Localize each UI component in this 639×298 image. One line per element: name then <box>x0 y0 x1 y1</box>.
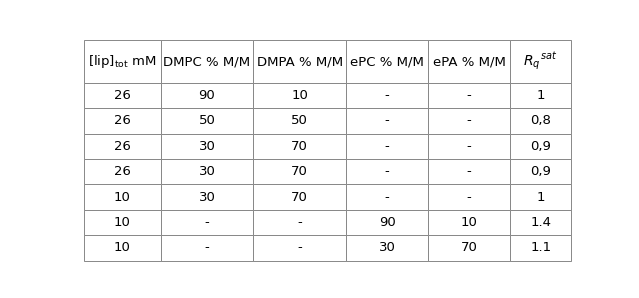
Bar <box>253 159 346 184</box>
Bar <box>510 184 571 210</box>
Bar <box>253 235 346 261</box>
Bar <box>160 235 253 261</box>
Bar <box>510 83 571 108</box>
Bar <box>84 40 160 83</box>
Bar <box>160 210 253 235</box>
Bar <box>160 83 253 108</box>
Text: 0,9: 0,9 <box>530 165 551 178</box>
Text: 30: 30 <box>199 165 215 178</box>
Bar <box>346 134 428 159</box>
Bar <box>253 108 346 134</box>
Bar <box>346 210 428 235</box>
Bar <box>510 210 571 235</box>
Text: 10: 10 <box>114 191 131 204</box>
Bar <box>346 159 428 184</box>
Bar <box>346 83 428 108</box>
Bar <box>428 184 510 210</box>
Text: -: - <box>467 114 472 127</box>
Text: 26: 26 <box>114 114 131 127</box>
Bar <box>84 108 160 134</box>
Bar <box>253 83 346 108</box>
Text: 90: 90 <box>379 216 396 229</box>
Bar <box>346 108 428 134</box>
Text: 26: 26 <box>114 89 131 102</box>
Bar <box>160 184 253 210</box>
Bar <box>160 159 253 184</box>
Bar <box>160 134 253 159</box>
Text: 70: 70 <box>461 241 477 254</box>
Bar <box>428 134 510 159</box>
Text: 90: 90 <box>199 89 215 102</box>
Bar <box>428 159 510 184</box>
Text: DMPA % M/M: DMPA % M/M <box>257 55 343 68</box>
Bar <box>160 40 253 83</box>
Text: -: - <box>385 191 389 204</box>
Text: 1.4: 1.4 <box>530 216 551 229</box>
Text: 0,9: 0,9 <box>530 140 551 153</box>
Text: 30: 30 <box>199 140 215 153</box>
Bar <box>253 134 346 159</box>
Bar <box>428 83 510 108</box>
Text: -: - <box>204 241 210 254</box>
Text: $\mathit{R_q}^{\,\mathit{sat}}$: $\mathit{R_q}^{\,\mathit{sat}}$ <box>523 51 558 72</box>
Bar <box>346 184 428 210</box>
Text: 1.1: 1.1 <box>530 241 551 254</box>
Text: 10: 10 <box>461 216 477 229</box>
Bar <box>84 184 160 210</box>
Text: -: - <box>467 89 472 102</box>
Text: 50: 50 <box>291 114 308 127</box>
Bar <box>253 184 346 210</box>
Text: -: - <box>467 140 472 153</box>
Bar <box>346 40 428 83</box>
Bar <box>428 210 510 235</box>
Text: 70: 70 <box>291 191 308 204</box>
Text: 10: 10 <box>291 89 308 102</box>
Bar <box>510 159 571 184</box>
Text: -: - <box>297 241 302 254</box>
Text: 30: 30 <box>379 241 396 254</box>
Bar <box>510 108 571 134</box>
Text: 50: 50 <box>199 114 215 127</box>
Bar <box>346 235 428 261</box>
Text: ePA % M/M: ePA % M/M <box>433 55 505 68</box>
Text: -: - <box>385 140 389 153</box>
Text: 26: 26 <box>114 165 131 178</box>
Text: -: - <box>297 216 302 229</box>
Text: 10: 10 <box>114 216 131 229</box>
Text: -: - <box>385 165 389 178</box>
Text: -: - <box>385 114 389 127</box>
Bar <box>510 235 571 261</box>
Text: 70: 70 <box>291 140 308 153</box>
Text: 1: 1 <box>536 89 545 102</box>
Bar <box>160 108 253 134</box>
Text: 70: 70 <box>291 165 308 178</box>
Text: 30: 30 <box>199 191 215 204</box>
Text: 0,8: 0,8 <box>530 114 551 127</box>
Bar <box>84 83 160 108</box>
Text: 10: 10 <box>114 241 131 254</box>
Text: -: - <box>385 89 389 102</box>
Bar <box>84 159 160 184</box>
Text: ePC % M/M: ePC % M/M <box>350 55 424 68</box>
Text: -: - <box>467 165 472 178</box>
Bar <box>510 134 571 159</box>
Text: 26: 26 <box>114 140 131 153</box>
Bar <box>428 40 510 83</box>
Text: [lip]$_{\mathrm{tot}}$ mM: [lip]$_{\mathrm{tot}}$ mM <box>88 53 157 70</box>
Bar <box>84 210 160 235</box>
Text: DMPC % M/M: DMPC % M/M <box>164 55 250 68</box>
Bar <box>510 40 571 83</box>
Text: 1: 1 <box>536 191 545 204</box>
Text: -: - <box>204 216 210 229</box>
Bar <box>253 40 346 83</box>
Text: -: - <box>467 191 472 204</box>
Bar <box>84 134 160 159</box>
Bar <box>253 210 346 235</box>
Bar <box>428 235 510 261</box>
Bar <box>84 235 160 261</box>
Bar <box>428 108 510 134</box>
